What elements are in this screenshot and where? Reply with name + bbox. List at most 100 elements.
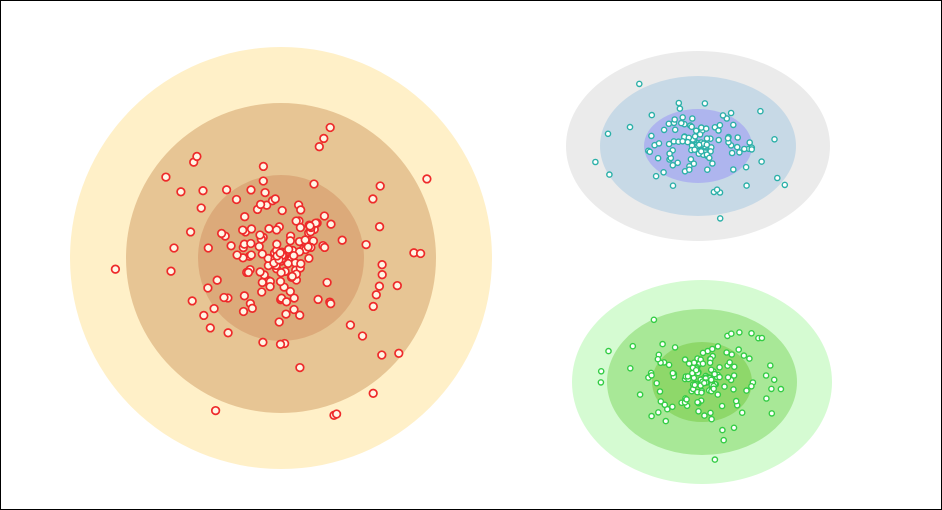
cluster-green-point <box>762 372 770 379</box>
cluster-teal-point <box>715 136 723 144</box>
cluster-green-point <box>736 329 743 336</box>
cluster-red-point <box>272 239 282 249</box>
cluster-teal-point <box>741 145 748 153</box>
cluster-green-point <box>656 388 664 395</box>
cluster-red-point <box>326 299 336 309</box>
cluster-teal-point <box>697 148 705 155</box>
cluster-green-point <box>655 409 662 416</box>
cluster-red-point <box>415 248 426 259</box>
cluster-red-point <box>326 219 336 229</box>
cluster-red-point <box>240 212 250 222</box>
cluster-green-point <box>721 383 728 390</box>
cluster-red-point <box>275 276 286 287</box>
cluster-green-point <box>748 382 755 390</box>
cluster-green-point <box>711 370 718 378</box>
cluster-teal-point <box>743 182 750 189</box>
cluster-green-point <box>716 363 723 371</box>
cluster-red-point <box>337 235 347 245</box>
cluster-teal-point <box>692 127 700 135</box>
cluster-red-point <box>394 348 404 358</box>
cluster-teal-point <box>719 112 727 119</box>
cluster-teal-point <box>701 100 709 107</box>
cluster-green-point <box>701 412 708 419</box>
cluster-red-point <box>295 362 305 373</box>
cluster-green-point <box>665 361 673 369</box>
cluster-red-point <box>209 303 219 314</box>
cluster-red-point <box>296 259 306 269</box>
cluster-red-point <box>275 248 285 258</box>
cluster-red-point <box>331 409 342 419</box>
cluster-green-point <box>758 334 766 342</box>
cluster-green-point <box>699 349 707 357</box>
cluster-red-point <box>313 294 323 305</box>
cluster-green-point <box>706 359 714 367</box>
cluster-green-point <box>730 424 738 432</box>
cluster-teal-point <box>606 171 613 178</box>
cluster-red-point <box>246 224 257 234</box>
cluster-red-point <box>287 271 297 282</box>
cluster-red-point <box>176 187 186 197</box>
cluster-red-point <box>375 181 385 191</box>
cluster-red-point <box>271 225 282 235</box>
cluster-teal-point <box>702 125 710 132</box>
cluster-teal-point <box>666 150 673 157</box>
cluster-red-point <box>319 211 330 221</box>
cluster-green-point <box>738 409 746 417</box>
cluster-green-point <box>731 363 738 371</box>
cluster-red-point <box>221 185 232 195</box>
cluster-green-point <box>701 379 708 387</box>
cluster-red-point <box>260 187 270 198</box>
cluster-red-point <box>223 328 233 338</box>
cluster-green-point <box>724 374 732 381</box>
cluster-red-point <box>238 225 248 235</box>
cluster-green-point <box>707 366 715 374</box>
cluster-teal-point <box>696 131 704 138</box>
cluster-green-point <box>685 360 693 367</box>
cluster-teal-point <box>678 119 685 127</box>
cluster-green-point <box>719 426 726 434</box>
cluster-teal-point <box>742 163 750 171</box>
cluster-red-point <box>257 287 267 297</box>
cluster-red-point <box>247 303 257 313</box>
cluster-red-point <box>357 331 368 341</box>
cluster-green-point <box>691 381 699 389</box>
cluster-green-point <box>730 372 738 379</box>
cluster-red-point <box>216 228 227 239</box>
cluster-red-point <box>203 243 213 253</box>
cluster-red-point <box>246 185 256 195</box>
cluster-red-point <box>255 230 265 240</box>
cluster-teal-point <box>679 114 687 121</box>
cluster-green-point <box>767 362 774 369</box>
cluster-red-point <box>289 250 299 261</box>
cluster-green-point <box>735 346 743 353</box>
cluster-green-point <box>746 355 753 362</box>
cluster-green-point <box>692 366 700 374</box>
cluster-red-point <box>371 290 381 300</box>
cluster-red-point <box>277 205 287 216</box>
cluster-red-point <box>232 250 242 260</box>
cluster-green-point <box>661 401 669 409</box>
cluster-teal-point <box>655 140 663 147</box>
cluster-green-point <box>768 410 776 417</box>
cluster-red-point <box>361 239 371 250</box>
cluster-red-point <box>303 242 313 252</box>
cluster-teal-point <box>604 130 612 138</box>
cluster-green-point <box>732 397 740 405</box>
cluster-green-point <box>720 436 728 444</box>
cluster-red-point <box>255 199 266 210</box>
cluster-green-point <box>648 372 655 379</box>
cluster-teal-point <box>774 174 781 182</box>
cluster-teal-point <box>676 105 684 112</box>
cluster-green-point <box>748 329 755 337</box>
cluster-teal-point <box>669 182 677 189</box>
cluster-red-point <box>264 224 274 234</box>
cluster-red-point <box>377 270 387 280</box>
cluster-green-point <box>681 356 689 363</box>
cluster-teal-point <box>689 115 696 122</box>
cluster-red-point <box>243 267 254 278</box>
cluster-green-point <box>728 330 735 338</box>
cluster-green-point <box>671 344 679 351</box>
cluster-green-point <box>654 355 662 363</box>
cluster-red-point <box>258 161 269 172</box>
cluster-teal <box>566 51 830 241</box>
